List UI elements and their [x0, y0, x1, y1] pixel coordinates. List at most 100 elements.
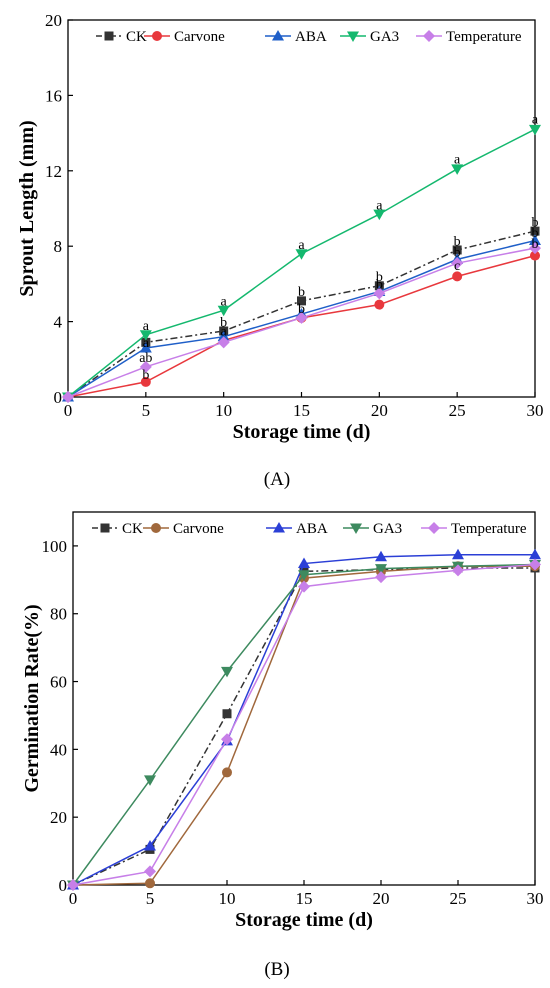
b-series-carvone: [68, 561, 540, 890]
a-point-ck: [297, 296, 306, 306]
a-point-ga3: [295, 249, 308, 260]
b-point-temperature: [144, 865, 156, 878]
b-series-aba: [67, 548, 541, 890]
b-point-carvone: [222, 767, 232, 778]
a-x-axis-title: Storage time (d): [233, 421, 371, 443]
b-y-axis-title: Germination Rate(%): [21, 604, 43, 792]
a-point-temperature: [451, 257, 464, 270]
a-y-tick-label: 8: [54, 237, 63, 256]
a-significance-letter: b: [454, 246, 461, 261]
a-legend-swatch-marker: [152, 31, 162, 41]
b-series-ga3: [67, 560, 541, 891]
a-point-carvone: [140, 376, 151, 387]
b-point-temperature: [375, 571, 387, 584]
a-significance-letter: a: [143, 319, 150, 334]
a-series-carvone: [63, 250, 540, 402]
b-legend-label: ABA: [296, 521, 328, 537]
b-series-ck: [68, 563, 540, 890]
b-series-temperature: [67, 558, 541, 891]
a-point-ga3: [529, 124, 541, 136]
a-significance-letter: b: [220, 315, 227, 330]
b-point-ga3: [144, 775, 156, 786]
a-point-carvone: [530, 250, 540, 261]
b-y-tick-label: 60: [50, 673, 67, 692]
a-series-line-carvone: [67, 254, 536, 398]
a-significance-letter: c: [454, 259, 460, 274]
b-point-aba: [452, 548, 464, 560]
panel-label-a: (A): [264, 469, 290, 490]
a-significance-letter: a: [454, 152, 461, 167]
b-point-aba: [529, 548, 541, 560]
a-y-tick-label: 16: [45, 86, 62, 105]
a-point-aba: [217, 330, 230, 342]
a-legend-label: Carvone: [174, 29, 225, 45]
b-series-line-ck: [72, 567, 535, 886]
a-point-temperature: [295, 311, 308, 324]
b-point-carvone: [145, 878, 155, 889]
a-legend: CK Carvone ABA GA3 Temperature: [96, 29, 522, 45]
b-legend-swatch-marker: [100, 523, 110, 533]
b-point-aba: [375, 550, 387, 562]
a-legend-swatch-marker: [272, 30, 284, 41]
b-x-tick-label: 20: [373, 889, 390, 908]
a-legend-label: Temperature: [446, 29, 522, 45]
a-point-aba: [529, 234, 541, 246]
b-y-tick-label: 20: [50, 808, 67, 827]
a-point-ck: [530, 226, 540, 236]
b-legend-label: Carvone: [173, 521, 224, 537]
a-legend-swatch-marker: [104, 31, 114, 41]
b-x-tick-label: 25: [450, 889, 467, 908]
b-point-aba: [298, 557, 310, 569]
b-point-aba: [144, 840, 156, 851]
a-legend-item-ga3: GA3: [340, 29, 399, 45]
a-x-tick-label: 20: [371, 401, 388, 420]
a-point-ck: [452, 245, 462, 255]
a-significance-letter: b: [298, 302, 305, 317]
b-y-tick-label: 0: [59, 876, 68, 895]
b-series-line-ga3: [72, 563, 536, 886]
a-x-tick-label: 10: [215, 401, 232, 420]
b-series-line-aba: [72, 553, 535, 886]
a-point-temperature: [139, 360, 152, 373]
b-legend-swatch-marker: [350, 523, 362, 534]
b-legend-swatch-marker: [151, 523, 161, 533]
a-significance-letter: b: [376, 270, 383, 285]
b-legend-item-temperature: Temperature: [421, 521, 527, 537]
b-x-tick-label: 0: [69, 889, 78, 908]
a-significance-letter: b: [298, 285, 305, 300]
b-legend-item-aba: ABA: [266, 521, 328, 537]
a-significance-letter: b: [454, 234, 461, 249]
b-point-temperature: [221, 733, 233, 746]
b-point-ga3: [298, 570, 310, 581]
a-legend-item-temperature: Temperature: [416, 29, 522, 45]
a-legend-swatch-marker: [347, 31, 359, 42]
b-series-line-temperature: [72, 563, 536, 886]
a-point-aba: [139, 341, 152, 353]
a-y-tick-label: 20: [45, 11, 62, 30]
a-x-tick-label: 0: [64, 401, 73, 420]
b-x-tick-label: 5: [146, 889, 155, 908]
b-point-ga3: [221, 666, 233, 678]
b-point-ga3: [375, 564, 387, 575]
a-significance-letter: a: [532, 113, 539, 128]
a-point-temperature: [217, 336, 230, 349]
a-legend-label: ABA: [295, 29, 327, 45]
a-legend-item-aba: ABA: [265, 29, 327, 45]
b-point-temperature: [67, 879, 79, 891]
a-y-tick-label: 12: [45, 162, 62, 181]
a-series-ga3: [62, 124, 541, 403]
a-significance-letter: b: [532, 215, 539, 230]
a-y-tick-label: 4: [54, 313, 63, 332]
a-x-tick-label: 30: [527, 401, 544, 420]
b-point-ck: [222, 709, 232, 719]
b-x-tick-label: 30: [527, 889, 544, 908]
a-significance-letter: b: [142, 368, 149, 383]
a-significance-letter: a: [298, 238, 305, 253]
a-significance-letter: b: [532, 237, 539, 252]
chart-panel-b: 0 5 10 15 20 25 30 0 20 40 60 80 100 Storage time (d)…: [21, 511, 544, 931]
a-significance-letter: a: [376, 198, 383, 213]
a-significance-letter: b: [532, 226, 539, 241]
panel-label-b: (B): [264, 959, 289, 980]
